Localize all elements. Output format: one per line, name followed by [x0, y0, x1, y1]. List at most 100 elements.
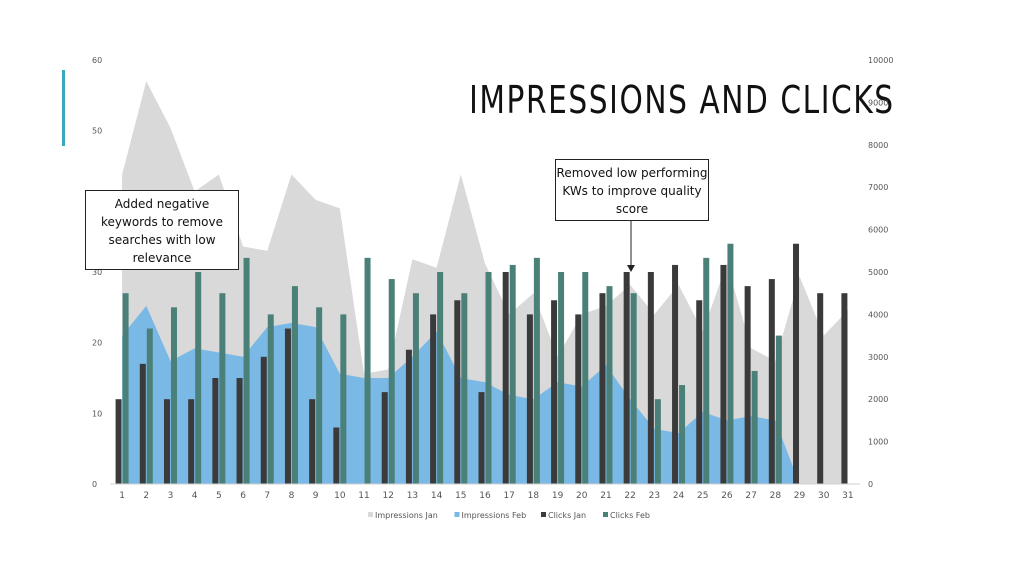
annotation-removed-kws: Removed low performing KWs to improve qu…: [555, 159, 709, 221]
x-tick-label: 13: [407, 491, 418, 501]
bar-clicks-jan: [115, 399, 122, 484]
x-tick-label: 26: [721, 491, 733, 501]
bar-clicks-feb: [291, 286, 298, 484]
right-tick-label: 7000: [868, 183, 888, 192]
right-tick-label: 4000: [868, 310, 888, 319]
x-tick-label: 30: [818, 491, 830, 501]
left-tick-label: 50: [92, 127, 102, 136]
bar-clicks-jan: [430, 314, 437, 484]
x-tick-label: 15: [455, 491, 466, 501]
annotation-arrow-head: [627, 265, 635, 272]
left-tick-label: 30: [92, 268, 102, 277]
bar-clicks-feb: [582, 272, 589, 484]
bar-clicks-jan: [793, 243, 800, 484]
bar-clicks-feb: [775, 335, 782, 484]
x-tick-label: 23: [649, 491, 660, 501]
bar-clicks-feb: [170, 307, 177, 484]
x-tick-label: 4: [192, 491, 198, 501]
x-tick-label: 16: [479, 491, 491, 501]
x-tick-label: 21: [600, 491, 611, 501]
bar-clicks-jan: [696, 300, 703, 484]
bar-clicks-jan: [551, 300, 558, 484]
accent-bar: [62, 70, 65, 146]
x-tick-label: 22: [624, 491, 635, 501]
bar-clicks-feb: [461, 293, 468, 484]
bar-clicks-jan: [841, 293, 848, 484]
x-tick-label: 24: [673, 491, 685, 501]
x-tick-label: 10: [334, 491, 346, 501]
x-tick-label: 1: [119, 491, 125, 501]
bar-clicks-feb: [727, 243, 734, 484]
legend-swatch: [368, 512, 373, 517]
bar-clicks-jan: [454, 300, 461, 484]
x-tick-label: 28: [770, 491, 782, 501]
x-tick-label: 2: [143, 491, 149, 501]
bar-clicks-jan: [309, 399, 316, 484]
left-tick-label: 10: [92, 409, 102, 418]
x-tick-label: 31: [842, 491, 853, 501]
x-tick-label: 8: [289, 491, 295, 501]
legend-swatch: [454, 512, 460, 517]
legend-item: Impressions Jan: [375, 511, 438, 520]
bar-clicks-jan: [672, 264, 679, 484]
bar-clicks-jan: [188, 399, 195, 484]
x-tick-label: 6: [240, 491, 246, 501]
right-tick-label: 5000: [868, 268, 888, 277]
legend-swatch: [541, 512, 546, 517]
bar-clicks-feb: [533, 257, 540, 484]
bar-clicks-feb: [509, 264, 516, 484]
right-tick-label: 0: [868, 480, 873, 489]
bar-clicks-jan: [284, 328, 291, 484]
bar-clicks-jan: [720, 264, 727, 484]
bar-clicks-jan: [575, 314, 582, 484]
bar-clicks-feb: [364, 257, 371, 484]
bar-clicks-jan: [139, 363, 146, 484]
bar-clicks-feb: [243, 257, 250, 484]
bar-clicks-jan: [163, 399, 170, 484]
bar-clicks-feb: [751, 370, 758, 484]
legend-item: Clicks Jan: [548, 511, 586, 520]
bar-clicks-jan: [623, 272, 630, 484]
bar-clicks-feb: [340, 314, 347, 484]
bar-clicks-feb: [267, 314, 274, 484]
bar-clicks-jan: [478, 392, 485, 484]
bar-clicks-jan: [768, 279, 775, 484]
bar-clicks-feb: [679, 385, 686, 484]
page-title: IMPRESSIONS AND CLICKS: [469, 78, 895, 122]
bar-clicks-jan: [502, 272, 509, 484]
x-tick-label: 18: [528, 491, 540, 501]
x-tick-label: 27: [745, 491, 756, 501]
right-tick-label: 10000: [868, 56, 893, 65]
x-tick-label: 25: [697, 491, 708, 501]
area-impressions-feb: [122, 305, 800, 484]
x-tick-label: 17: [503, 491, 514, 501]
right-tick-label: 3000: [868, 353, 888, 362]
bar-clicks-jan: [381, 392, 388, 484]
right-tick-label: 8000: [868, 141, 888, 150]
legend-item: Clicks Feb: [610, 511, 650, 520]
x-tick-label: 12: [382, 491, 393, 501]
legend-item: Impressions Feb: [462, 511, 527, 520]
bar-clicks-jan: [236, 378, 243, 484]
bar-clicks-feb: [703, 257, 710, 484]
bar-clicks-jan: [333, 427, 340, 484]
bar-clicks-feb: [437, 272, 444, 484]
bar-clicks-jan: [599, 293, 606, 484]
legend-swatch: [603, 512, 608, 517]
bar-clicks-jan: [817, 293, 824, 484]
bar-clicks-feb: [219, 293, 226, 484]
bar-clicks-jan: [260, 356, 267, 484]
x-tick-label: 20: [576, 491, 588, 501]
right-tick-label: 2000: [868, 395, 888, 404]
x-tick-label: 19: [552, 491, 564, 501]
right-tick-label: 1000: [868, 438, 888, 447]
bar-clicks-feb: [558, 272, 565, 484]
x-tick-label: 5: [216, 491, 222, 501]
x-tick-label: 14: [431, 491, 443, 501]
bar-clicks-feb: [606, 286, 613, 484]
bar-clicks-feb: [195, 272, 202, 484]
bar-clicks-feb: [412, 293, 419, 484]
bar-clicks-feb: [146, 328, 153, 484]
bar-clicks-jan: [526, 314, 533, 484]
